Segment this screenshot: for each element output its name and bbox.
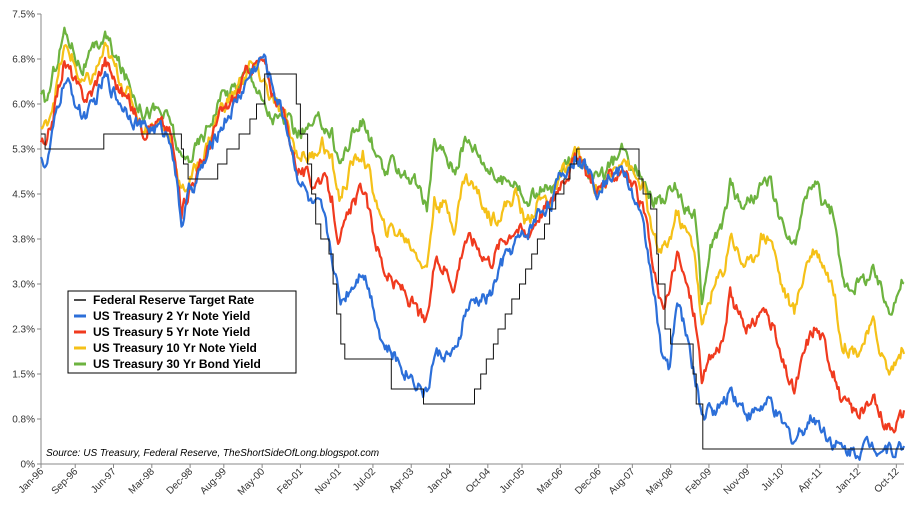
y-tick-label: 6.8% [12,55,35,66]
y-tick-label: 7.5% [12,10,35,21]
x-tick-label: Feb-01 [275,466,305,496]
x-tick-label: Jul-02 [351,466,378,493]
legend-label: US Treasury 2 Yr Note Yield [93,309,250,323]
x-tick-label: Dec-98 [165,466,196,497]
y-tick-label: 2.3% [12,325,35,336]
series-layer [41,28,904,460]
x-tick-label: Nov-09 [722,466,753,497]
y-tick-label: 4.5% [12,190,35,201]
legend-label: US Treasury 10 Yr Note Yield [93,341,257,355]
x-tick-label: Aug-07 [607,466,638,497]
y-tick-label: 1.5% [12,370,35,381]
legend-label: US Treasury 5 Yr Note Yield [93,325,250,339]
x-tick-label: Oct-04 [464,466,493,495]
x-tick-label: Feb-09 [684,466,714,496]
y-tick-label: 0.8% [12,415,35,426]
series-line-1 [41,55,904,460]
legend-label: Federal Reserve Target Rate [93,293,255,307]
x-tick-label: Apr-11 [796,466,825,495]
x-tick-label: Apr-03 [387,466,416,495]
x-tick-label: May-08 [644,466,676,498]
y-tick-label: 3.0% [12,280,35,291]
x-tick-label: Dec-06 [573,466,604,497]
y-tick-label: 5.3% [12,145,35,156]
x-tick-label: Mar-98 [127,466,157,496]
y-tick-label: 6.0% [12,100,35,111]
series-line-4 [41,28,904,315]
source-note: Source: US Treasury, Federal Reserve, Th… [46,448,379,459]
y-tick-label: 3.8% [12,235,35,246]
x-tick-label: Jan-12 [834,466,864,496]
legend: Federal Reserve Target Rate US Treasury 2… [68,291,296,373]
y-axis: 0% 0.8% 1.5% 2.3% 3.0% 3.8% 4.5% 5.3% 6.0% 6.8% 7.… [12,10,41,471]
y-tick-label: 0% [21,460,36,471]
x-tick-label: Aug-99 [198,466,229,497]
x-tick-label: Jul-10 [760,466,787,493]
x-tick-label: Jun-05 [498,466,528,496]
x-tick-label: May-00 [236,466,268,498]
x-tick-label: Nov-01 [313,466,344,497]
legend-label: US Treasury 30 Yr Bond Yield [93,357,261,371]
x-tick-label: Mar-06 [535,466,565,496]
x-tick-label: Oct-12 [872,466,901,495]
x-tick-label: Jun-97 [89,466,119,496]
x-axis: Jan-96 Sep-96 Jun-97 Mar-98 Dec-98 Aug-99 May-… [17,464,904,498]
x-tick-label: Sep-96 [50,466,81,497]
x-tick-label: Jan-04 [425,466,455,496]
yield-chart: 0% 0.8% 1.5% 2.3% 3.0% 3.8% 4.5% 5.3% 6.0% 6.8% 7.… [0,0,911,507]
series-line-2 [41,57,904,432]
